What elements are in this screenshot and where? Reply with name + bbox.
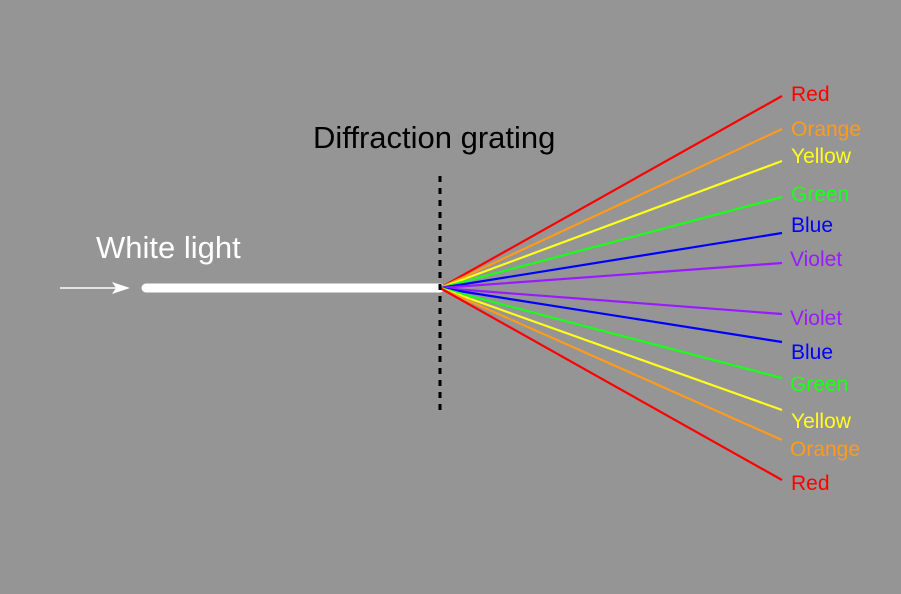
ray-orange-lower: [439, 286, 783, 442]
ray-label-violet: Violet: [790, 307, 843, 330]
ray-label-red: Red: [791, 83, 830, 106]
ray-green-upper: [439, 195, 783, 290]
ray-blue-lower: [439, 286, 783, 344]
ray-label-violet: Violet: [790, 248, 843, 271]
white-light-label: White light: [96, 230, 241, 265]
ray-label-yellow: Yellow: [791, 410, 851, 433]
ray-label-green: Green: [791, 183, 850, 206]
ray-orange-upper: [439, 128, 783, 289]
ray-label-yellow: Yellow: [791, 145, 851, 168]
diffracted-rays: [439, 95, 783, 481]
ray-label-orange: Orange: [790, 438, 861, 461]
ray-label-orange: Orange: [791, 118, 862, 141]
ray-violet-upper: [439, 261, 783, 290]
grating-label: Diffraction grating: [313, 120, 556, 155]
incoming-arrow-head: [112, 282, 130, 294]
ray-label-blue: Blue: [791, 341, 834, 364]
ray-red-lower: [439, 287, 783, 481]
ray-label-blue: Blue: [791, 214, 834, 237]
ray-yellow-upper: [439, 159, 783, 290]
ray-yellow-lower: [439, 286, 783, 412]
ray-green-lower: [439, 286, 783, 380]
ray-label-green: Green: [790, 373, 849, 396]
ray-red-upper: [439, 95, 783, 289]
ray-blue-upper: [439, 231, 783, 290]
ray-violet-lower: [439, 286, 783, 316]
ray-label-red: Red: [791, 472, 830, 495]
